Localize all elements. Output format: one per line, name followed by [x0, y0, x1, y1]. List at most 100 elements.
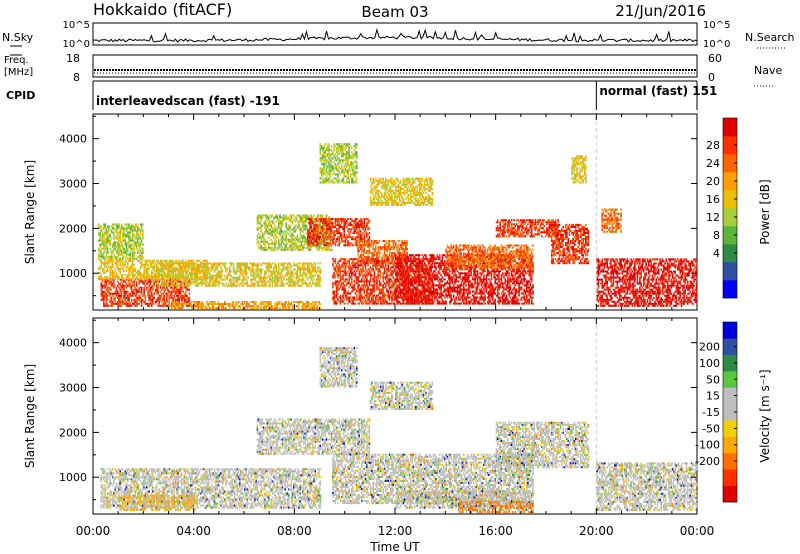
backscatter-cell: [378, 254, 381, 257]
backscatter-cell: [196, 272, 198, 275]
backscatter-cell: [403, 240, 406, 242]
backscatter-cell: [106, 280, 109, 283]
backscatter-cell: [362, 254, 364, 257]
backscatter-cell: [235, 272, 237, 275]
backscatter-cell: [369, 280, 372, 283]
backscatter-cell: [200, 282, 202, 285]
backscatter-cell: [311, 264, 314, 267]
backscatter-cell: [135, 235, 138, 238]
backscatter-cell: [155, 273, 158, 276]
backscatter-cell: [167, 282, 169, 285]
backscatter-cell: [216, 266, 218, 269]
backscatter-cell: [98, 239, 100, 242]
backscatter-cell: [271, 214, 274, 217]
backscatter-cell: [280, 272, 283, 275]
backscatter-cell: [220, 276, 222, 279]
backscatter-cell: [149, 282, 152, 285]
backscatter-cell: [401, 246, 403, 249]
backscatter-cell: [167, 288, 169, 291]
backscatter-cell: [314, 222, 317, 225]
backscatter-cell: [110, 237, 113, 240]
backscatter-cell: [392, 272, 395, 275]
backscatter-cell: [356, 294, 358, 297]
backscatter-cell: [187, 284, 189, 287]
backscatter-cell: [194, 267, 197, 270]
backscatter-cell: [140, 241, 143, 244]
backscatter-cell: [145, 267, 148, 270]
backscatter-cell: [332, 218, 334, 221]
backscatter-cell: [109, 255, 111, 258]
backscatter-cell: [108, 237, 110, 240]
backscatter-cell: [129, 227, 132, 230]
backscatter-cell: [296, 274, 299, 277]
backscatter-cell: [149, 265, 152, 268]
backscatter-cell: [377, 300, 379, 303]
backscatter-cell: [300, 284, 303, 287]
backscatter-cell: [108, 227, 110, 230]
backscatter-cell: [352, 272, 354, 275]
backscatter-cell: [128, 280, 130, 283]
backscatter-cell: [207, 284, 210, 287]
backscatter-cell: [319, 280, 322, 283]
backscatter-cell: [167, 284, 169, 287]
backscatter-cell: [145, 269, 148, 272]
backscatter-cell: [160, 292, 163, 295]
backscatter-cell: [159, 286, 162, 289]
backscatter-cell: [256, 242, 259, 245]
backscatter-cell: [381, 260, 383, 263]
backscatter-cell: [379, 300, 382, 303]
backscatter-cell: [149, 300, 152, 303]
backscatter-cell: [187, 300, 189, 303]
backscatter-cell: [132, 233, 134, 236]
backscatter-cell: [130, 288, 133, 291]
backscatter-cell: [138, 298, 140, 301]
backscatter-cell: [113, 277, 115, 280]
backscatter-cell: [208, 268, 211, 271]
backscatter-cell: [128, 302, 130, 305]
backscatter-cell: [124, 239, 127, 242]
backscatter-cell: [164, 268, 167, 271]
backscatter-cell: [118, 304, 120, 307]
backscatter-cell: [304, 280, 306, 283]
backscatter-cell: [168, 284, 171, 287]
backscatter-cell: [351, 278, 353, 281]
backscatter-cell: [329, 220, 332, 223]
backscatter-cell: [315, 280, 318, 283]
backscatter-cell: [98, 233, 100, 236]
backscatter-cell: [138, 269, 140, 272]
backscatter-cell: [167, 292, 169, 295]
backscatter-cell: [108, 288, 110, 291]
backscatter-cell: [383, 270, 386, 273]
backscatter-cell: [103, 241, 105, 244]
backscatter-cell: [120, 296, 123, 299]
backscatter-cell: [115, 275, 118, 278]
backscatter-cell: [142, 233, 144, 236]
backscatter-cell: [260, 228, 262, 231]
backscatter-cell: [160, 268, 163, 271]
backscatter-cell: [342, 266, 344, 269]
backscatter-cell: [150, 304, 153, 307]
backscatter-cell: [140, 280, 143, 283]
backscatter-cell: [103, 294, 105, 297]
backscatter-cell: [169, 292, 172, 295]
backscatter-cell: [319, 268, 322, 271]
backscatter-cell: [99, 271, 101, 274]
backscatter-cell: [334, 242, 337, 245]
backscatter-cell: [376, 282, 378, 285]
backscatter-cell: [171, 296, 173, 299]
backscatter-cell: [111, 294, 114, 297]
backscatter-cell: [124, 273, 127, 276]
backscatter-cell: [144, 261, 147, 264]
backscatter-cell: [130, 243, 133, 246]
backscatter-cell: [144, 277, 147, 280]
backscatter-cell: [317, 242, 319, 245]
backscatter-cell: [354, 220, 357, 223]
backscatter-cell: [174, 262, 177, 265]
backscatter-cell: [160, 262, 163, 265]
backscatter-cell: [388, 276, 391, 279]
backscatter-cell: [274, 262, 276, 265]
backscatter-cell: [98, 277, 100, 280]
backscatter-cell: [391, 280, 393, 283]
backscatter-cell: [382, 274, 384, 277]
backscatter-cell: [168, 298, 171, 301]
